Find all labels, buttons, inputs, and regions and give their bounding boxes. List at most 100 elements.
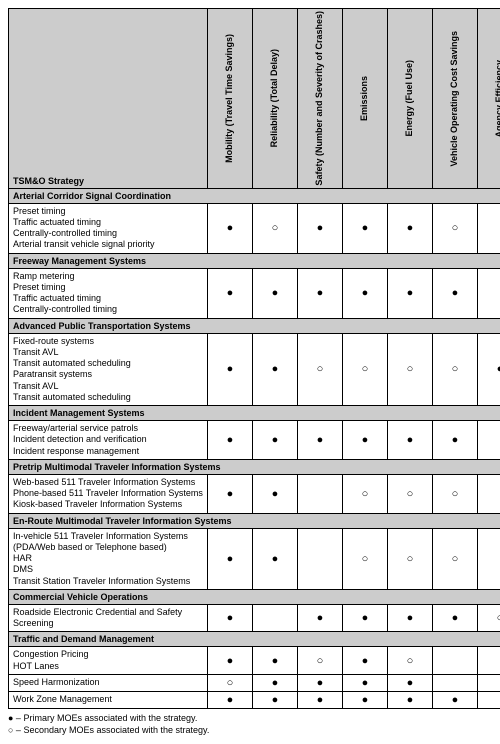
col-reliability: Reliability (Total Delay): [253, 9, 298, 189]
strategy-cell: Speed Harmonization: [9, 674, 208, 691]
mark-cell: ●: [253, 691, 298, 708]
mark-cell: [478, 528, 500, 589]
mark-cell: ○: [343, 333, 388, 406]
mark-cell: ○: [433, 528, 478, 589]
table-row: Roadside Electronic Credential and Safet…: [9, 604, 500, 632]
table-row: Ramp meteringPreset timingTraffic actuat…: [9, 268, 500, 318]
table-row: Work Zone Management●●●●●●: [9, 691, 500, 708]
mark-cell: ●: [208, 604, 253, 632]
mark-cell: ●: [208, 268, 253, 318]
col-mobility: Mobility (Travel Time Savings): [208, 9, 253, 189]
section-header: Arterial Corridor Signal Coordination: [9, 188, 500, 203]
legend-secondary: ○ – Secondary MOEs associated with the s…: [8, 725, 492, 737]
mark-cell: ●: [433, 268, 478, 318]
strategy-cell: Web-based 511 Traveler Information Syste…: [9, 474, 208, 513]
strategy-cell: In-vehicle 511 Traveler Information Syst…: [9, 528, 208, 589]
strategy-cell: Work Zone Management: [9, 691, 208, 708]
mark-cell: ●: [208, 474, 253, 513]
mark-cell: ●: [208, 333, 253, 406]
mark-cell: ●: [253, 528, 298, 589]
section-header: En-Route Multimodal Traveler Information…: [9, 513, 500, 528]
mark-cell: ●: [253, 674, 298, 691]
mark-cell: ●: [208, 691, 253, 708]
table-row: Web-based 511 Traveler Information Syste…: [9, 474, 500, 513]
section-header: Pretrip Multimodal Traveler Information …: [9, 459, 500, 474]
col-vehicle-cost: Vehicle Operating Cost Savings: [433, 9, 478, 189]
mark-cell: ●: [478, 333, 500, 406]
mark-cell: ○: [343, 528, 388, 589]
mark-cell: ○: [208, 674, 253, 691]
section-header: Advanced Public Transportation Systems: [9, 318, 500, 333]
mark-cell: [478, 647, 500, 675]
section-title: Freeway Management Systems: [9, 253, 500, 268]
mark-cell: [478, 203, 500, 253]
mark-cell: ○: [388, 474, 433, 513]
mark-cell: [253, 604, 298, 632]
mark-cell: ●: [253, 647, 298, 675]
mark-cell: [478, 674, 500, 691]
mark-cell: ○: [388, 333, 433, 406]
mark-cell: ●: [388, 421, 433, 460]
col-agency: Agency Efficiency: [478, 9, 500, 189]
mark-cell: ●: [208, 203, 253, 253]
mark-cell: ○: [433, 203, 478, 253]
mark-cell: ●: [208, 528, 253, 589]
strategy-cell: Congestion PricingHOT Lanes: [9, 647, 208, 675]
mark-cell: ●: [253, 474, 298, 513]
table-row: In-vehicle 511 Traveler Information Syst…: [9, 528, 500, 589]
mark-cell: [298, 474, 343, 513]
table-row: Fixed-route systemsTransit AVLTransit au…: [9, 333, 500, 406]
section-header: Traffic and Demand Management: [9, 632, 500, 647]
legend-primary: ● – Primary MOEs associated with the str…: [8, 713, 492, 725]
strategy-cell: Ramp meteringPreset timingTraffic actuat…: [9, 268, 208, 318]
mark-cell: ●: [298, 268, 343, 318]
strategy-header: TSM&O Strategy: [9, 9, 208, 189]
section-title: Traffic and Demand Management: [9, 632, 500, 647]
mark-cell: ●: [343, 674, 388, 691]
section-title: Arterial Corridor Signal Coordination: [9, 188, 500, 203]
section-header: Incident Management Systems: [9, 406, 500, 421]
mark-cell: ○: [388, 647, 433, 675]
mark-cell: ○: [343, 474, 388, 513]
mark-cell: ●: [208, 421, 253, 460]
col-safety: Safety (Number and Severity of Crashes): [298, 9, 343, 189]
mark-cell: [478, 691, 500, 708]
mark-cell: ●: [253, 268, 298, 318]
mark-cell: ●: [388, 691, 433, 708]
mark-cell: ●: [343, 421, 388, 460]
section-title: Incident Management Systems: [9, 406, 500, 421]
strategy-cell: Fixed-route systemsTransit AVLTransit au…: [9, 333, 208, 406]
mark-cell: ●: [433, 691, 478, 708]
strategy-cell: Freeway/arterial service patrolsIncident…: [9, 421, 208, 460]
mark-cell: ●: [298, 691, 343, 708]
strategy-cell: Preset timingTraffic actuated timingCent…: [9, 203, 208, 253]
col-energy: Energy (Fuel Use): [388, 9, 433, 189]
section-header: Commercial Vehicle Operations: [9, 589, 500, 604]
mark-cell: ○: [433, 474, 478, 513]
mark-cell: [298, 528, 343, 589]
section-header: Freeway Management Systems: [9, 253, 500, 268]
mark-cell: ●: [208, 647, 253, 675]
mark-cell: ○: [388, 528, 433, 589]
header-row: TSM&O Strategy Mobility (Travel Time Sav…: [9, 9, 500, 189]
table-row: Speed Harmonization○●●●●: [9, 674, 500, 691]
mark-cell: ○: [478, 604, 500, 632]
tsmo-table: TSM&O Strategy Mobility (Travel Time Sav…: [8, 8, 500, 709]
mark-cell: ○: [298, 647, 343, 675]
mark-cell: ●: [388, 268, 433, 318]
mark-cell: ○: [253, 203, 298, 253]
mark-cell: [433, 674, 478, 691]
mark-cell: ●: [298, 604, 343, 632]
strategy-cell: Roadside Electronic Credential and Safet…: [9, 604, 208, 632]
mark-cell: [433, 647, 478, 675]
mark-cell: ●: [298, 674, 343, 691]
mark-cell: ●: [253, 421, 298, 460]
mark-cell: ●: [343, 203, 388, 253]
col-emissions: Emissions: [343, 9, 388, 189]
mark-cell: ●: [343, 647, 388, 675]
mark-cell: ●: [343, 691, 388, 708]
mark-cell: [478, 421, 500, 460]
mark-cell: ●: [433, 421, 478, 460]
mark-cell: ●: [343, 268, 388, 318]
table-row: Preset timingTraffic actuated timingCent…: [9, 203, 500, 253]
